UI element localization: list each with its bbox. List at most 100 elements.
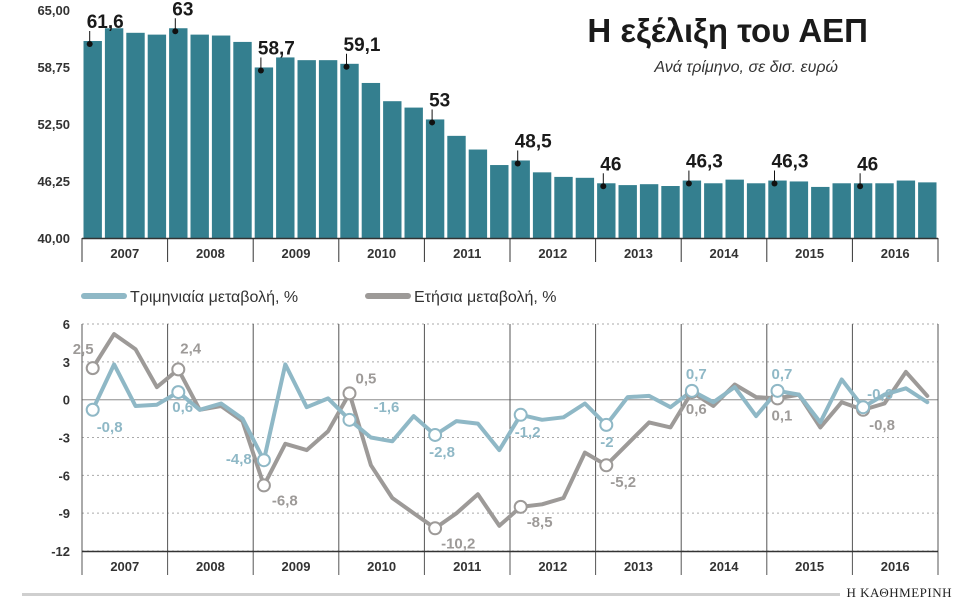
bar-data-label: 46	[857, 154, 878, 175]
annual-change-annotation: 0,5	[356, 370, 377, 387]
quarterly-change-marker	[684, 383, 699, 398]
annual-change-annotation: -0,8	[869, 417, 895, 434]
line-y-tick-label: -12	[51, 544, 70, 559]
quarterly-change-annotation: -4,8	[226, 451, 252, 468]
bar-q15	[383, 101, 402, 238]
line-year-label: 2013	[624, 559, 653, 574]
bar-data-label: 58,7	[258, 38, 295, 59]
bar-q13	[340, 63, 359, 238]
bar-q22	[532, 172, 552, 238]
line-year-label: 2008	[196, 559, 225, 574]
bar-q5	[169, 28, 188, 238]
line-year-label: 2011	[453, 559, 481, 574]
bar-q31	[725, 179, 744, 238]
quarterly-change-marker	[856, 400, 871, 415]
bar-q23	[554, 176, 573, 238]
line-y-tick-label: 0	[63, 393, 70, 408]
bar-q38	[875, 183, 894, 238]
bar-q35	[811, 186, 830, 238]
quarterly-change-marker	[342, 412, 357, 427]
bar-data-label: 48,5	[515, 131, 552, 152]
quarterly-change-marker	[599, 417, 614, 432]
annual-change-annotation: -5,2	[610, 474, 636, 491]
bar-chart: 65,00 58,75 52,50 46,25 40,00 2007 2008 2009 201…	[37, 0, 939, 262]
bar-year-label: 2009	[282, 246, 311, 261]
annual-change-annotation: -10,2	[441, 535, 475, 552]
line-y-tick-label: 3	[63, 355, 70, 370]
quarterly-change-marker	[85, 402, 100, 417]
bar-q17	[425, 119, 445, 238]
bar-year-label: 2016	[881, 246, 910, 261]
annual-change-marker	[256, 478, 271, 493]
quarterly-change-marker	[770, 383, 785, 398]
line-year-label: 2012	[538, 559, 567, 574]
bar-q33	[768, 180, 787, 238]
bar-year-label: 2015	[795, 246, 824, 261]
bar-year-label: 2010	[367, 246, 396, 261]
bar-y-tick-label: 40,00	[37, 231, 70, 246]
quarterly-change-annotation: -0,8	[97, 419, 123, 436]
bar-q19	[468, 149, 488, 238]
line-year-label: 2007	[110, 559, 139, 574]
bar-year-label: 2014	[710, 246, 740, 261]
bar-q32	[746, 183, 766, 238]
bar-q39	[896, 180, 916, 238]
quarterly-change-annotation: 0,7	[686, 366, 707, 383]
annual-change-annotation: 0,1	[772, 407, 793, 424]
bar-data-label: 46	[600, 154, 621, 175]
legend-quarterly-label: Τριμηνιαία μεταβολή, %	[130, 289, 298, 306]
quarterly-change-marker	[256, 453, 271, 468]
bar-year-label: 2013	[624, 246, 653, 261]
bar-data-label: 63	[172, 0, 193, 20]
bar-q10	[276, 57, 295, 239]
quarterly-change-annotation: -1,2	[515, 424, 541, 441]
bar-data-label: 61,6	[87, 12, 124, 33]
bar-year-label: 2011	[453, 246, 481, 261]
bar-year-label: 2007	[110, 246, 139, 261]
bar-q28	[661, 186, 680, 238]
bar-y-tick-label: 46,25	[37, 174, 70, 189]
legend-annual-label: Ετήσια μεταβολή, %	[414, 289, 557, 306]
line-y-tick-label: 6	[63, 317, 70, 332]
chart-subtitle: Ανά τρίμηνο, σε δισ. ευρώ	[653, 59, 838, 76]
quarterly-change-marker	[428, 427, 443, 442]
bar-data-label: 46,3	[686, 152, 723, 173]
bar-q24	[575, 177, 595, 238]
annual-change-marker	[428, 521, 443, 536]
bar-q18	[447, 135, 466, 238]
bar-q12	[318, 60, 338, 238]
bar-q37	[853, 183, 873, 238]
bar-q14	[361, 82, 381, 239]
bar-q29	[682, 180, 702, 238]
bar-q30	[704, 183, 723, 238]
bar-y-tick-label: 52,50	[37, 117, 70, 132]
bar-data-label: 59,1	[344, 35, 381, 56]
quarterly-change-annotation: 0,7	[772, 366, 793, 383]
quarterly-change-line	[90, 362, 930, 463]
bar-q6	[190, 34, 209, 239]
quarterly-change-annotation: -2,8	[429, 444, 455, 461]
bar-q34	[789, 181, 809, 238]
bar-year-label: 2012	[538, 246, 567, 261]
line-year-label: 2010	[367, 559, 396, 574]
bar-data-label: 53	[429, 90, 450, 111]
credit-logo: Η ΚΑΘΗΜΕΡΙΝΗ	[847, 585, 953, 600]
bar-q27	[639, 184, 659, 238]
quarterly-change-marker	[171, 385, 186, 400]
quarterly-change-annotation: -0,6	[867, 386, 893, 403]
line-chart: 6 3 0 -3 -6 -9 -12 2007 2008 2009 2010 2011 2012 2013…	[51, 317, 939, 575]
bar-q16	[404, 107, 423, 238]
annual-change-annotation: 2,5	[73, 341, 94, 358]
bar-q3	[126, 32, 145, 238]
bar-q40	[918, 182, 937, 238]
line-year-label: 2014	[710, 559, 740, 574]
bar-y-tick-label: 65,00	[37, 3, 70, 18]
bar-q11	[297, 60, 316, 238]
line-y-tick-label: -3	[58, 431, 70, 446]
bar-q1	[83, 41, 102, 239]
bar-q4	[147, 34, 167, 239]
bar-data-label: 46,3	[772, 152, 809, 173]
annual-change-marker	[171, 362, 186, 377]
quarterly-change-annotation: -1,6	[374, 399, 400, 416]
